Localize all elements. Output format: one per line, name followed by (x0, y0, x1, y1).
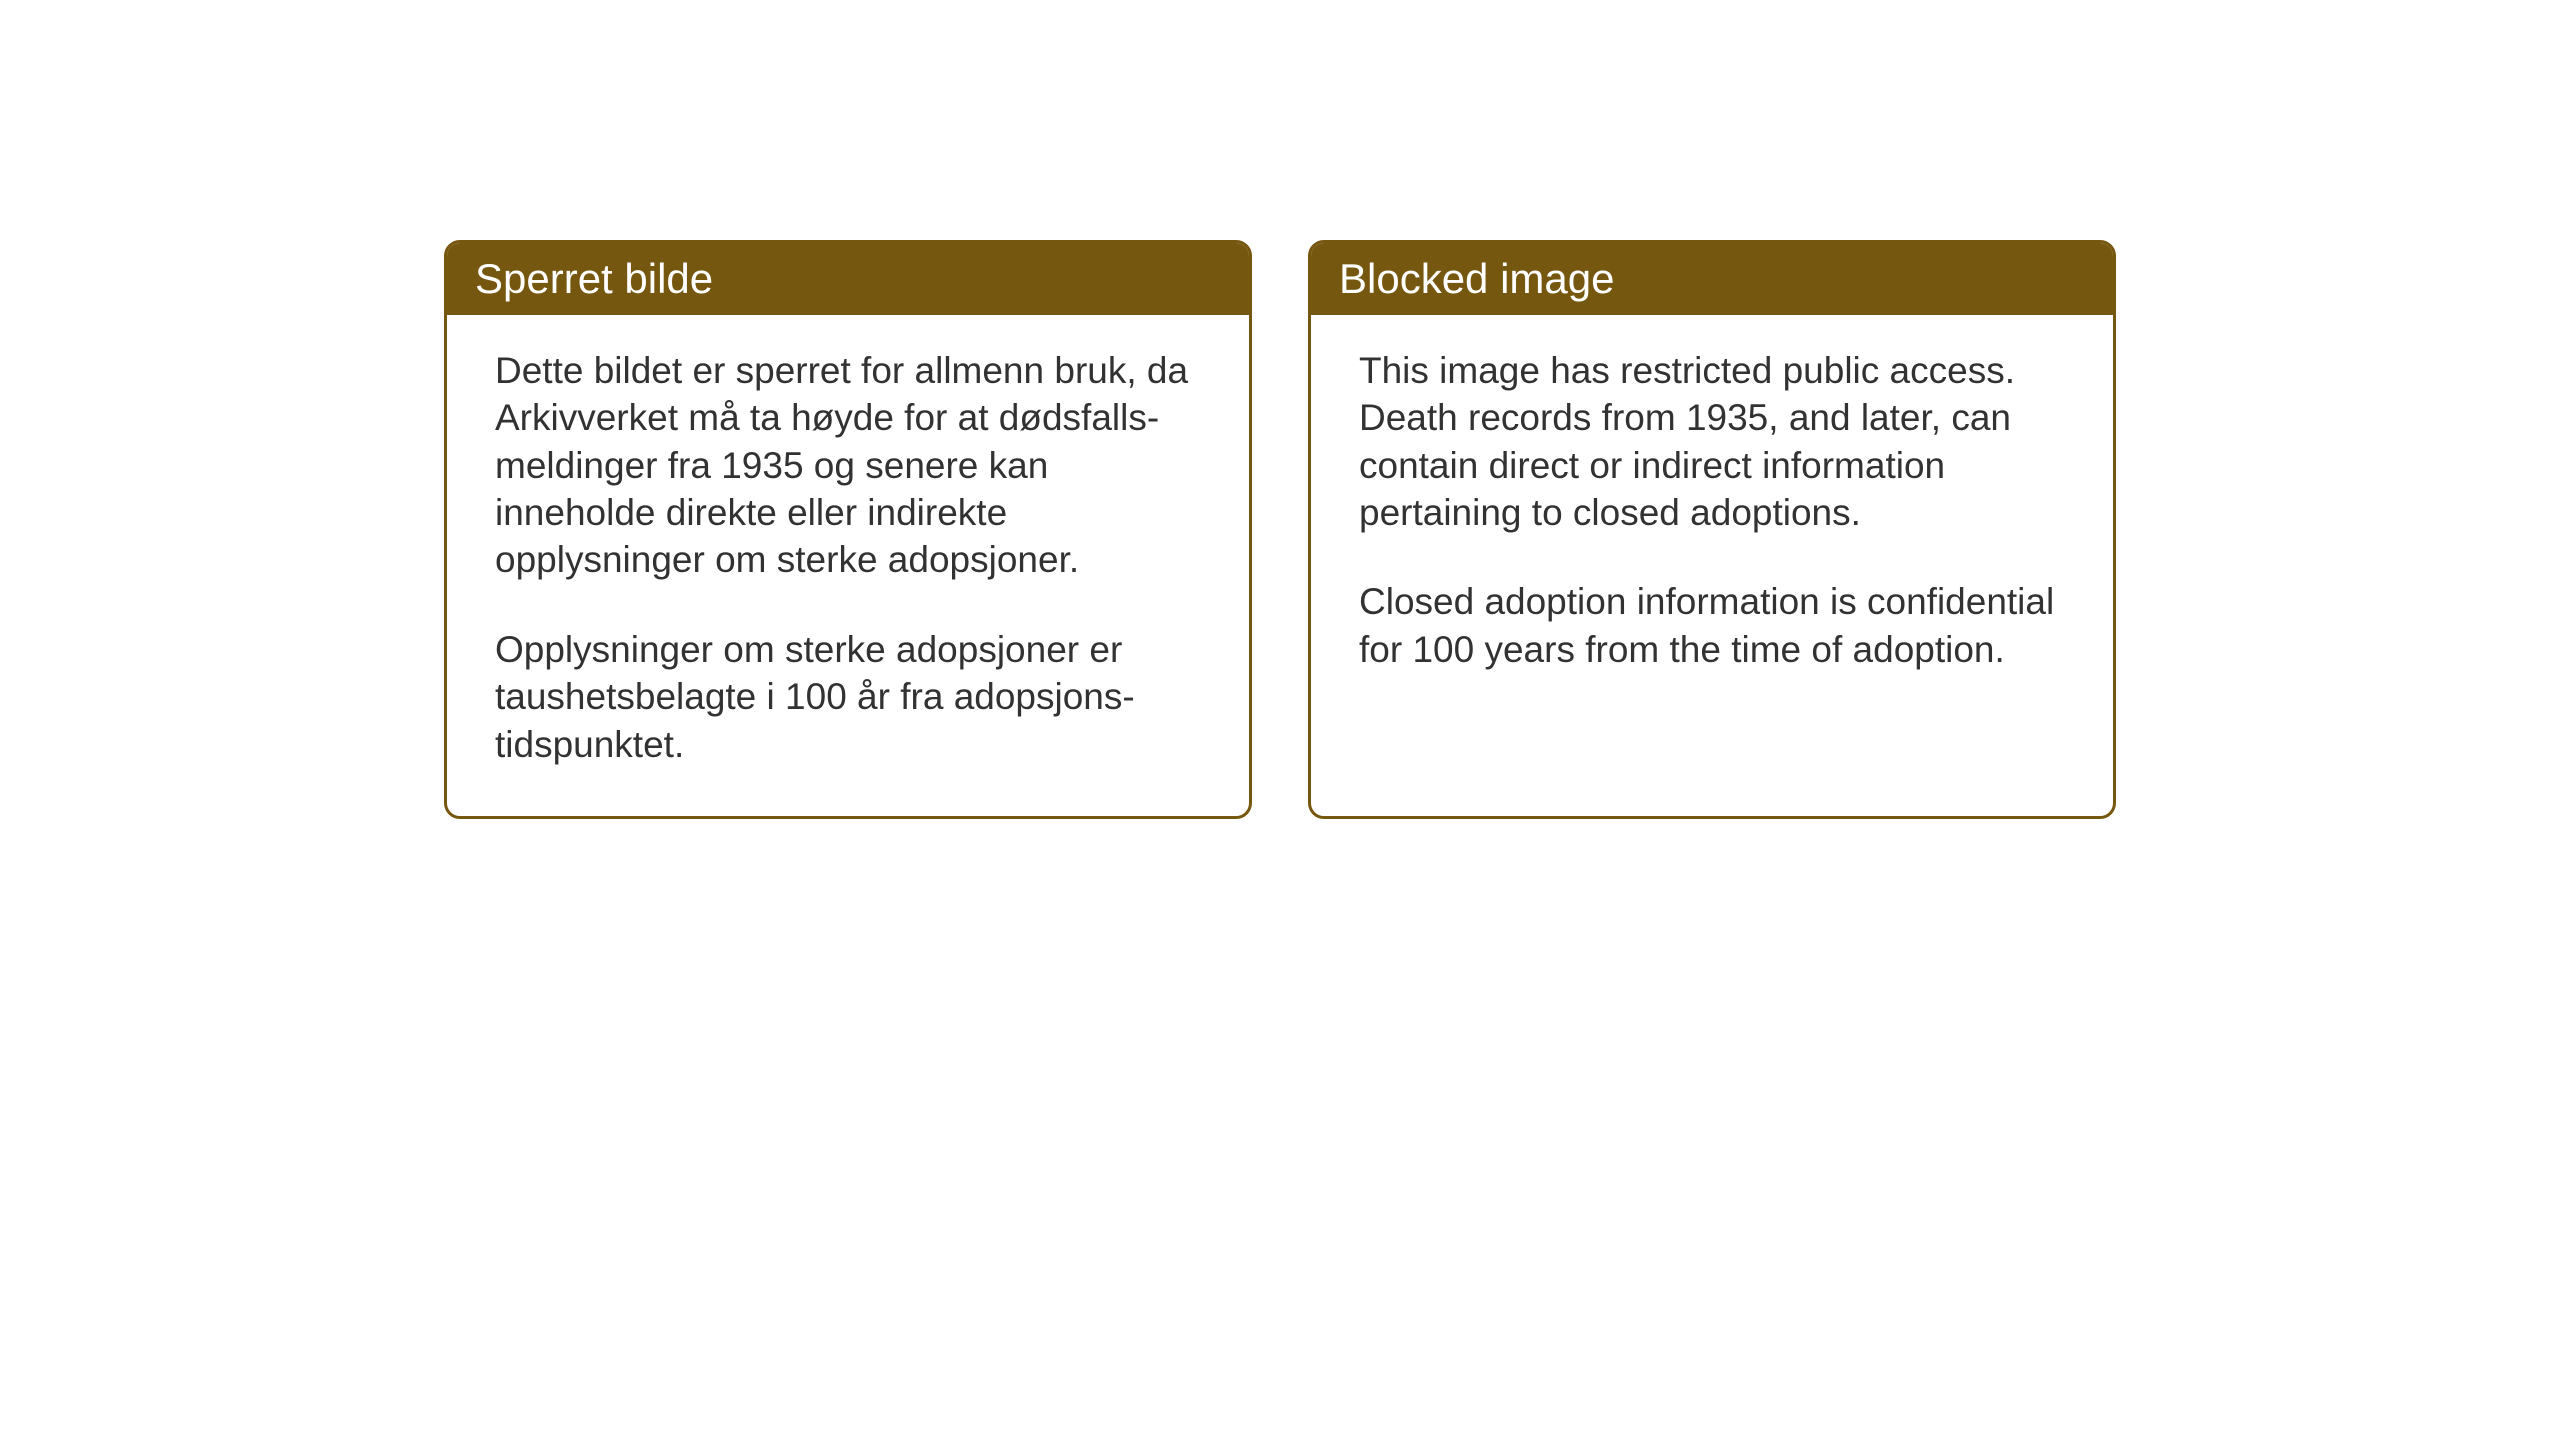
english-notice-card: Blocked image This image has restricted … (1308, 240, 2116, 819)
english-paragraph-2: Closed adoption information is confident… (1359, 578, 2065, 673)
english-paragraph-1: This image has restricted public access.… (1359, 347, 2065, 536)
notice-cards-container: Sperret bilde Dette bildet er sperret fo… (444, 240, 2116, 819)
norwegian-card-body: Dette bildet er sperret for allmenn bruk… (447, 315, 1249, 816)
norwegian-paragraph-2: Opplysninger om sterke adopsjoner er tau… (495, 626, 1201, 768)
english-card-title: Blocked image (1311, 243, 2113, 315)
norwegian-notice-card: Sperret bilde Dette bildet er sperret fo… (444, 240, 1252, 819)
norwegian-card-title: Sperret bilde (447, 243, 1249, 315)
english-card-body: This image has restricted public access.… (1311, 315, 2113, 721)
norwegian-paragraph-1: Dette bildet er sperret for allmenn bruk… (495, 347, 1201, 584)
